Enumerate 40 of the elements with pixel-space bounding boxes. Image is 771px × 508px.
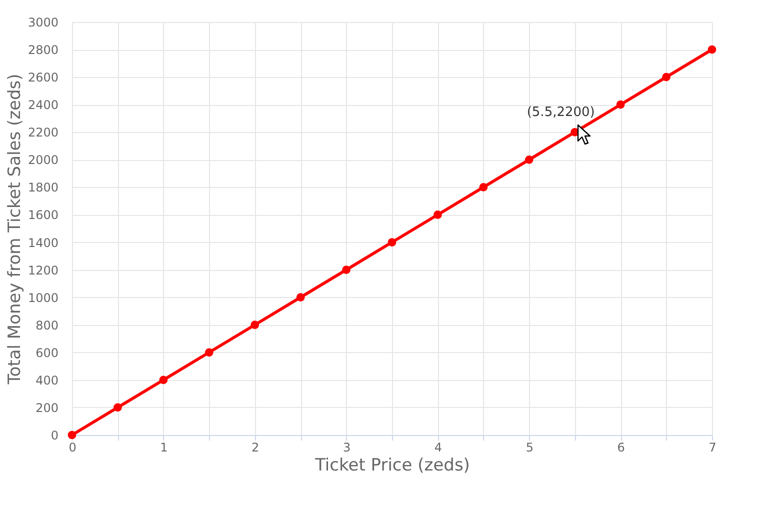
y-tick-label: 2800: [28, 43, 58, 58]
point: [204, 348, 214, 357]
x-tick-label: 5: [526, 440, 534, 454]
point: [159, 376, 168, 384]
y-tick-label: 0: [50, 428, 58, 442]
annotation: (5.5,2200): [526, 105, 595, 120]
y-tick-label: 400: [36, 373, 58, 388]
point: [114, 403, 122, 412]
point: [434, 210, 442, 219]
x-tick-label: 4: [434, 440, 442, 454]
y-tick-label: 2400: [28, 98, 58, 112]
y-tick-label: 1600: [28, 208, 58, 222]
y-tick-label: 1800: [28, 180, 58, 195]
y-tick-label: 200: [36, 400, 58, 415]
point: [342, 266, 350, 274]
y-tick-label: 3000: [28, 16, 58, 30]
y-axis-title: Total Money from Ticket Sales (zeds): [4, 74, 25, 386]
point: [524, 155, 534, 164]
point: [250, 320, 260, 330]
y-tick-label: 2600: [28, 70, 58, 85]
x-tick-label: 3: [342, 440, 351, 454]
x-tick-label: 1: [160, 440, 168, 454]
x-tick-label: 0: [68, 440, 76, 454]
y-tick-label: 1000: [28, 290, 58, 305]
x-tick-label: 2: [252, 440, 260, 454]
point: [708, 45, 716, 54]
y-tick-label: 2000: [28, 153, 58, 168]
point: [479, 183, 488, 192]
y-tick-label: 1200: [28, 263, 58, 278]
point: [388, 238, 396, 246]
point: [296, 293, 305, 302]
y-tick-label: 600: [36, 346, 58, 360]
y-tick-label: 1400: [28, 236, 58, 250]
y-tick-label: 2200: [28, 126, 58, 140]
x-tick-label: 7: [708, 440, 716, 454]
point: [616, 100, 625, 109]
x-tick-label: 6: [617, 440, 625, 454]
x-axis-title: Ticket Price (zeds): [314, 456, 470, 476]
y-tick-label: 800: [36, 318, 58, 332]
point: [662, 72, 670, 82]
